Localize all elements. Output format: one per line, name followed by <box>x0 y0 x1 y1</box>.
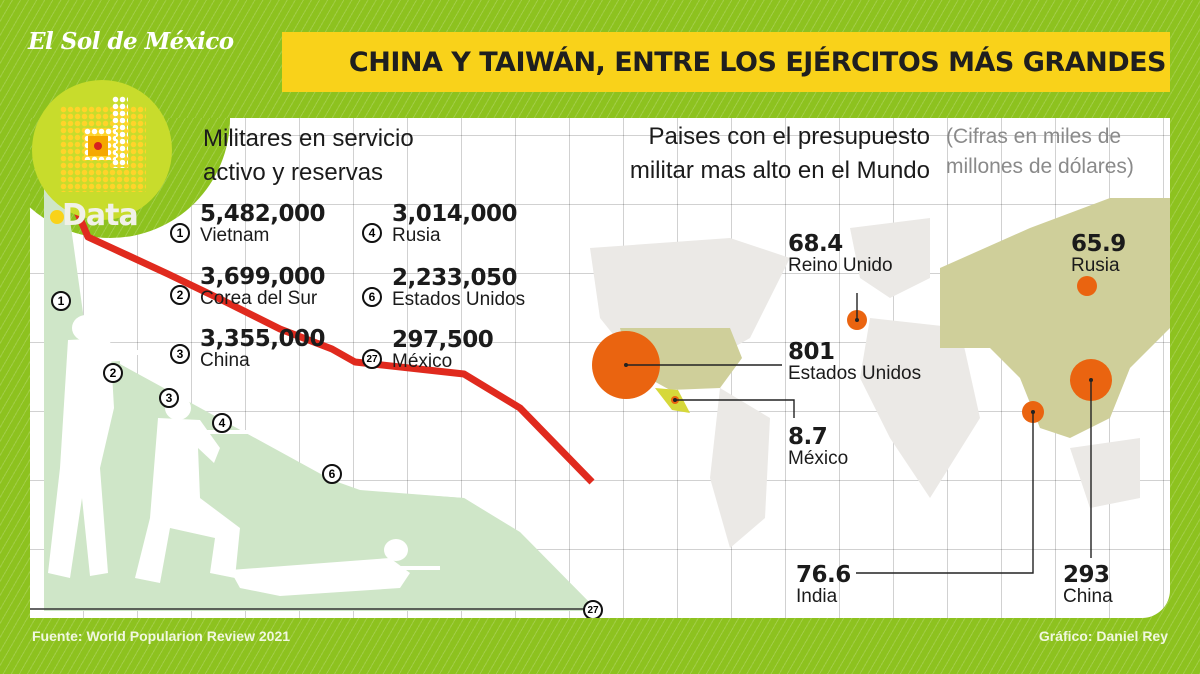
units-note-line1: (Cifras en miles de <box>946 125 1122 148</box>
stat-country: Estados Unidos <box>392 289 526 310</box>
stat-value: 297,500 <box>392 327 494 353</box>
title-bar: CHINA Y TAIWÁN, ENTRE LOS EJÉRCITOS MÁS … <box>282 32 1170 92</box>
stat-china: 3,355,000 China <box>200 326 326 371</box>
stat-corea: 3,699,000 Corea del Sur <box>200 264 326 309</box>
leader-lines <box>626 293 1092 574</box>
military-line <box>59 177 595 485</box>
rank-badge-1: 1 <box>170 223 190 243</box>
stat-country: China <box>200 350 250 371</box>
units-note-line2: millones de dólares) <box>946 155 1134 178</box>
units-note: (Cifras en miles de millones de dólares) <box>946 122 1134 182</box>
data-badge: Data <box>62 198 139 233</box>
stat-estados-unidos: 2,233,050 Estados Unidos <box>392 266 525 310</box>
line-marker-6: 6 <box>322 464 342 484</box>
left-heading-line2: activo y reservas <box>203 159 384 186</box>
stat-mexico: 297,500 México <box>392 327 494 372</box>
label-value: 801 <box>788 339 835 365</box>
page-title: CHINA Y TAIWÁN, ENTRE LOS EJÉRCITOS MÁS … <box>348 46 1167 78</box>
el-sol-de-mexico-logo: El Sol de México <box>28 28 234 55</box>
bubble-rusia <box>1077 276 1097 296</box>
stat-country: México <box>392 351 453 372</box>
label-estados-unidos: 801 Estados Unidos <box>788 340 921 384</box>
rank-badge-27: 27 <box>362 349 382 369</box>
right-heading: Paises con el presupuesto militar mas al… <box>570 120 930 188</box>
stat-value: 3,014,000 <box>392 201 518 227</box>
label-country: Reino Unido <box>788 255 893 276</box>
line-marker-4: 4 <box>212 413 232 433</box>
label-value: 65.9 <box>1071 231 1126 257</box>
label-china: 293 China <box>1063 563 1113 607</box>
rank-badge-2: 2 <box>170 285 190 305</box>
label-country: China <box>1063 586 1113 607</box>
right-heading-line1: Paises con el presupuesto <box>648 123 930 150</box>
label-value: 8.7 <box>788 424 828 450</box>
d-red-dot-icon <box>94 142 102 150</box>
line-marker-27: 27 <box>583 600 603 618</box>
label-value: 76.6 <box>796 562 851 588</box>
charts-canvas <box>30 148 1170 611</box>
right-heading-line2: militar mas alto en el Mundo <box>629 157 930 184</box>
label-india: 76.6 India <box>796 563 851 607</box>
label-country: India <box>796 586 838 607</box>
label-mexico: 8.7 México <box>788 425 848 469</box>
stat-country: Rusia <box>392 225 441 246</box>
left-heading: Militares en servicio activo y reservas <box>203 122 414 190</box>
line-marker-3: 3 <box>159 388 179 408</box>
stat-country: Corea del Sur <box>200 288 318 309</box>
label-country: Estados Unidos <box>788 363 922 384</box>
soldier-silhouettes-icon <box>48 315 440 596</box>
left-heading-line1: Militares en servicio <box>203 125 414 152</box>
rank-badge-4: 4 <box>362 223 382 243</box>
content-panel: 1 2 3 4 6 27 <box>30 118 1170 618</box>
stat-country: Vietnam <box>200 225 270 246</box>
label-reino-unido: 68.4 Reino Unido <box>788 232 893 276</box>
label-rusia: 65.9 Rusia <box>1071 232 1126 276</box>
label-value: 293 <box>1063 562 1110 588</box>
line-marker-1: 1 <box>51 291 71 311</box>
stat-value: 3,355,000 <box>200 326 326 352</box>
stat-rusia: 3,014,000 Rusia <box>392 201 518 246</box>
label-value: 68.4 <box>788 231 843 257</box>
rank-badge-3: 3 <box>170 344 190 364</box>
stat-value: 5,482,000 <box>200 201 326 227</box>
label-country: Rusia <box>1071 255 1120 276</box>
stat-vietnam: 5,482,000 Vietnam <box>200 201 326 246</box>
d-stem-icon <box>112 96 128 168</box>
credit-note: Gráfico: Daniel Rey <box>1038 628 1168 644</box>
label-country: México <box>788 448 849 469</box>
stat-value: 3,699,000 <box>200 264 326 290</box>
line-marker-2: 2 <box>103 363 123 383</box>
rank-badge-6: 6 <box>362 287 382 307</box>
yellow-dot-icon <box>50 210 64 224</box>
stat-value: 2,233,050 <box>392 265 518 291</box>
source-note: Fuente: World Popularion Review 2021 <box>32 628 291 644</box>
